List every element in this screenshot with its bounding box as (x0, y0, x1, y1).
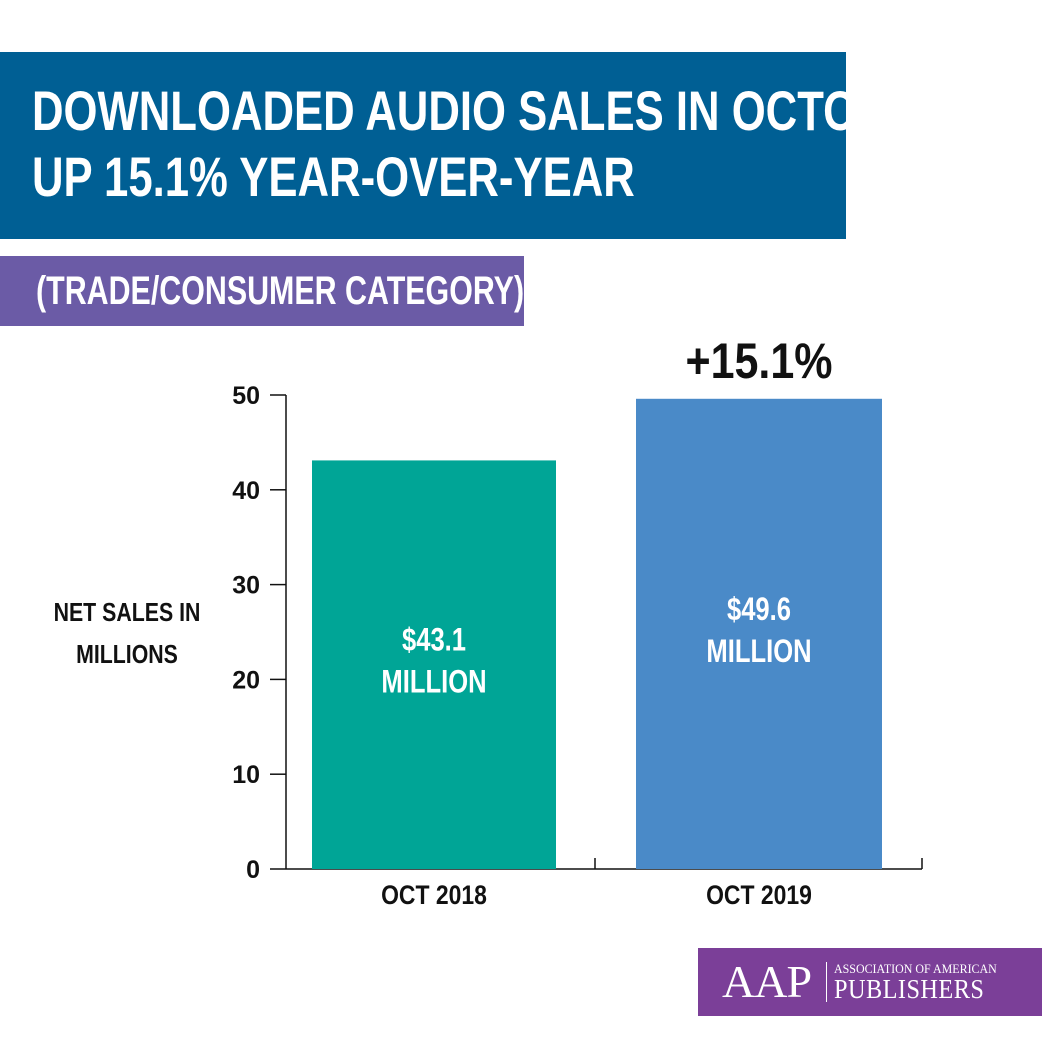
title-banner: DOWNLOADED AUDIO SALES IN OCTOBER UP 15.… (0, 52, 949, 239)
y-tick-label: 30 (232, 572, 260, 600)
growth-annotation: +15.1% (685, 333, 832, 389)
subtitle-banner: (TRADE/CONSUMER CATEGORY) (0, 256, 524, 326)
bar-oct-2018 (312, 460, 556, 869)
logo-divider (826, 962, 827, 1002)
bar-data-label: MILLION (381, 665, 486, 700)
logo-abbreviation: AAP (722, 956, 812, 1007)
y-tick-label: 50 (232, 382, 260, 410)
y-axis-title-line: MILLIONS (76, 640, 178, 670)
logo-org-line: ASSOCIATION OF AMERICAN (834, 961, 997, 976)
x-tick-label: OCT 2019 (706, 880, 812, 910)
aap-logo: AAP ASSOCIATION OF AMERICAN PUBLISHERS (698, 948, 1042, 1016)
logo-publishers-line: PUBLISHERS (834, 974, 985, 1004)
y-axis-title-line: NET SALES IN (54, 598, 201, 628)
bar-data-label: $49.6 (727, 592, 791, 627)
title-line-2: UP 15.1% YEAR-OVER-YEAR (32, 145, 635, 208)
bar-data-label: MILLION (706, 634, 811, 669)
y-tick-label: 0 (246, 856, 260, 884)
bar-oct-2019 (636, 398, 882, 869)
y-tick-label: 20 (232, 666, 260, 694)
y-tick-label: 40 (232, 477, 260, 505)
bar-data-label: $43.1 (402, 623, 466, 658)
y-tick-label: 10 (232, 761, 260, 789)
x-tick-label: OCT 2018 (381, 880, 487, 910)
